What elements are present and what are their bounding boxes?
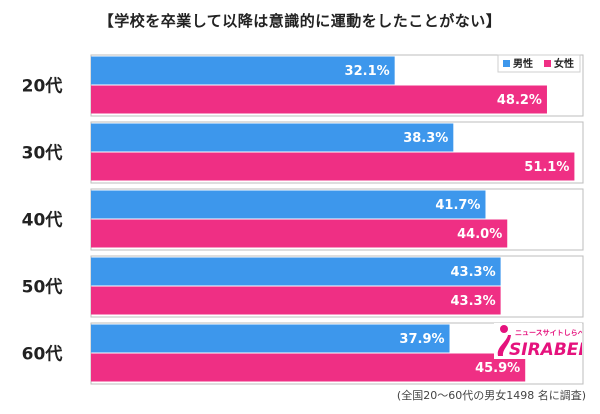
category-label: 30代 — [22, 143, 63, 164]
data-label: 32.1% — [345, 64, 390, 79]
bar-male — [91, 257, 501, 286]
bar-female — [91, 353, 526, 382]
survey-note: (全国20～60代の男女1498 名に調査) — [396, 389, 586, 402]
data-label: 43.3% — [451, 265, 496, 280]
data-label: 45.9% — [475, 361, 520, 376]
category-label: 20代 — [22, 76, 63, 97]
chart-title: 【学校を卒業して以降は意識的に運動をしたことがない】 — [98, 12, 502, 30]
logo-subtext: ニュースサイトしらべぇ — [515, 329, 582, 337]
bar-male — [91, 123, 454, 152]
legend-box — [497, 54, 581, 73]
legend-label: 男性 — [513, 57, 533, 70]
legend: 男性 女性 — [497, 54, 581, 73]
bar-female — [91, 85, 547, 114]
data-label: 37.9% — [399, 332, 444, 347]
data-label: 51.1% — [524, 160, 569, 175]
legend-label: 女性 — [554, 57, 574, 70]
data-label: 41.7% — [435, 198, 480, 213]
data-label: 48.2% — [497, 93, 542, 108]
bar-male — [91, 190, 486, 219]
bar-female — [91, 152, 575, 181]
legend-swatch — [503, 60, 510, 67]
legend-swatch — [544, 60, 551, 67]
sirabee-logo: ニュースサイトしらべぇ SIRABEE — [494, 323, 582, 359]
bar-female — [91, 286, 501, 315]
data-label: 44.0% — [457, 227, 502, 242]
category-label: 50代 — [22, 277, 63, 298]
category-label: 40代 — [22, 210, 63, 231]
bar-male — [91, 324, 450, 353]
bar-female — [91, 219, 508, 248]
data-label: 43.3% — [451, 294, 496, 309]
category-label: 60代 — [22, 344, 63, 365]
bar-male — [91, 56, 395, 85]
data-label: 38.3% — [403, 131, 448, 146]
logo-text: SIRABEE — [509, 340, 582, 359]
